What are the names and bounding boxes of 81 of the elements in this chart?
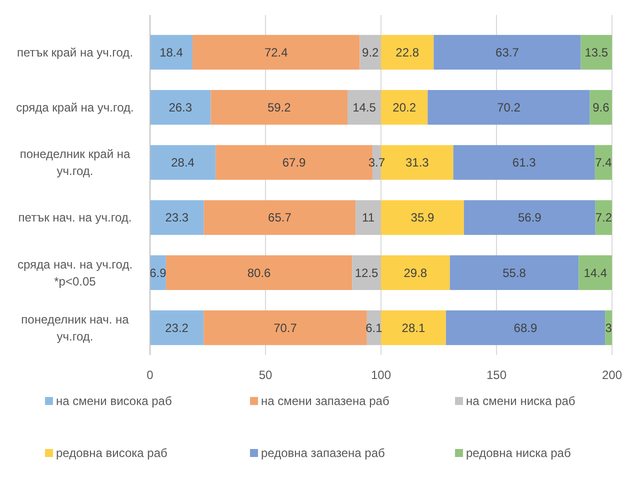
data-label: 7.4 [595, 156, 612, 170]
bar [150, 90, 211, 125]
bar [428, 90, 590, 125]
data-label: 72.4 [264, 45, 288, 60]
data-label: 9.6 [592, 100, 610, 115]
data-label: 70.2 [497, 100, 521, 115]
bar [210, 90, 348, 125]
x-tick-label: 50 [258, 368, 272, 382]
data-label: 3 [605, 320, 612, 335]
data-label: 14.4 [584, 266, 608, 280]
data-label: 35.9 [410, 210, 434, 225]
bar [150, 34, 193, 70]
data-label: 29.8 [404, 266, 428, 280]
bar [464, 200, 596, 235]
data-label: 31.3 [405, 156, 430, 170]
bar [381, 34, 434, 70]
bar [381, 200, 464, 235]
legend-label: на смени запазена раб [261, 394, 390, 408]
data-label: 80.6 [247, 266, 272, 280]
data-label: 59.2 [267, 100, 292, 115]
y-tick-label: петък нач. на уч.год. [18, 210, 132, 225]
y-tick-label: понеделник нач. на уч.год. [21, 312, 130, 344]
bar [204, 310, 367, 346]
x-tick-label: 150 [486, 368, 507, 382]
data-label: 6.9 [150, 266, 167, 280]
bar [356, 200, 381, 235]
bar [580, 34, 612, 70]
data-label: 67.9 [282, 156, 306, 170]
bar [352, 255, 381, 290]
bar [594, 145, 612, 180]
bar [595, 200, 612, 235]
legend-label: редовна запазена раб [261, 446, 386, 460]
bar [381, 90, 428, 125]
data-label: 23.3 [165, 210, 189, 225]
legend-label: на смени висока раб [56, 394, 172, 408]
data-label: 68.9 [514, 320, 538, 335]
bar [166, 255, 352, 290]
bar [453, 145, 595, 180]
data-label: 55.8 [502, 266, 526, 280]
bar [192, 34, 360, 70]
bar [360, 34, 381, 70]
legend-label: редовна висока раб [56, 446, 168, 460]
y-tick-label: сряда край на уч.год. [16, 100, 134, 115]
data-label: 14.5 [352, 100, 376, 115]
bar [381, 255, 450, 290]
bar [150, 310, 204, 346]
x-tick-label: 0 [146, 368, 154, 382]
bar [204, 200, 356, 235]
data-label: 61.3 [512, 156, 536, 170]
bar [578, 255, 612, 290]
data-label: 11 [362, 210, 375, 225]
y-tick-label: понеделник край на уч.год. [20, 147, 130, 178]
legend-label: на смени ниска раб [466, 394, 576, 408]
bar [150, 200, 204, 235]
legend-label: редовна ниска раб [466, 446, 571, 460]
data-label: 70.7 [274, 320, 298, 335]
data-label: 26.3 [168, 100, 192, 115]
data-label: 13.5 [584, 45, 608, 60]
x-tick-label: 200 [602, 368, 622, 382]
data-label: 28.1 [402, 320, 426, 335]
bar [434, 34, 581, 70]
bar [590, 90, 612, 125]
bar [348, 90, 381, 125]
data-label: 9.2 [362, 45, 380, 60]
data-label: 65.7 [268, 210, 292, 225]
data-label: 12.5 [354, 266, 379, 280]
data-label: 7.2 [595, 210, 612, 225]
data-label: 63.7 [496, 45, 520, 60]
bar [446, 310, 606, 346]
data-label: 22.8 [396, 45, 420, 60]
y-tick-label: петък край на уч.год. [16, 45, 134, 60]
bar [450, 255, 579, 290]
bar [381, 310, 446, 346]
y-tick-label: сряда нач. на уч.год. *p<0.05 [17, 257, 133, 288]
data-label: 28.4 [171, 156, 195, 170]
data-label: 56.9 [518, 210, 542, 225]
data-label: 18.4 [160, 45, 184, 60]
x-tick-label: 100 [370, 368, 392, 382]
bar [150, 145, 216, 180]
data-label: 20.2 [392, 100, 416, 115]
data-label: 23.2 [165, 320, 189, 335]
